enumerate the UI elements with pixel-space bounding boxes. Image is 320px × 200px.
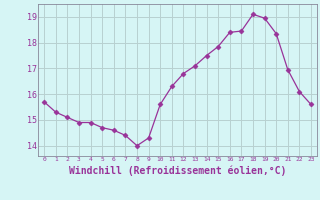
X-axis label: Windchill (Refroidissement éolien,°C): Windchill (Refroidissement éolien,°C) xyxy=(69,165,286,176)
